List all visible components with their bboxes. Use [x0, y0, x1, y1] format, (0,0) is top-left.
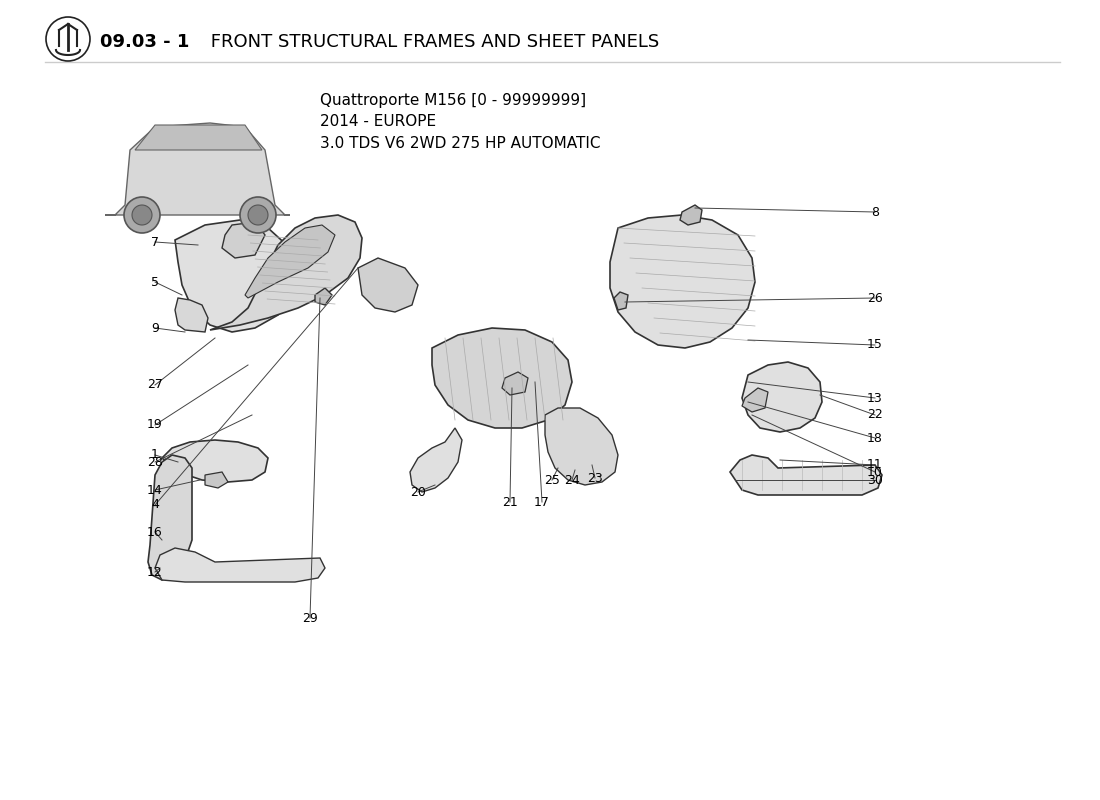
Text: 13: 13 — [867, 391, 883, 405]
Polygon shape — [614, 292, 628, 310]
Polygon shape — [175, 220, 298, 332]
Text: 28: 28 — [147, 455, 163, 469]
Polygon shape — [148, 455, 192, 580]
Polygon shape — [610, 215, 755, 348]
Polygon shape — [502, 372, 528, 395]
Text: 11: 11 — [867, 458, 883, 471]
Polygon shape — [742, 388, 768, 412]
Text: 21: 21 — [502, 495, 518, 509]
Polygon shape — [742, 362, 822, 432]
Polygon shape — [135, 125, 262, 150]
Text: 18: 18 — [867, 431, 883, 445]
Text: 20: 20 — [410, 486, 426, 498]
Circle shape — [132, 205, 152, 225]
Polygon shape — [175, 298, 208, 332]
Text: 4: 4 — [151, 498, 158, 511]
Polygon shape — [730, 455, 882, 495]
Text: 10: 10 — [867, 466, 883, 478]
Circle shape — [248, 205, 268, 225]
Circle shape — [240, 197, 276, 233]
Polygon shape — [155, 548, 324, 582]
Text: 27: 27 — [147, 378, 163, 391]
Text: 9: 9 — [151, 322, 158, 334]
Polygon shape — [315, 288, 332, 305]
Text: 30: 30 — [867, 474, 883, 486]
Polygon shape — [210, 215, 362, 330]
Text: 22: 22 — [867, 409, 883, 422]
Text: 19: 19 — [147, 418, 163, 431]
Text: 7: 7 — [151, 235, 160, 249]
Polygon shape — [162, 440, 268, 482]
Polygon shape — [544, 408, 618, 485]
Polygon shape — [245, 225, 336, 298]
Text: 24: 24 — [564, 474, 580, 486]
Text: 12: 12 — [147, 566, 163, 578]
Text: 5: 5 — [151, 275, 160, 289]
Text: 15: 15 — [867, 338, 883, 351]
Text: 8: 8 — [871, 206, 879, 218]
Polygon shape — [410, 428, 462, 492]
Text: 3.0 TDS V6 2WD 275 HP AUTOMATIC: 3.0 TDS V6 2WD 275 HP AUTOMATIC — [320, 137, 601, 151]
Polygon shape — [222, 222, 265, 258]
Polygon shape — [104, 123, 290, 215]
Text: 26: 26 — [867, 291, 883, 305]
Circle shape — [124, 197, 160, 233]
Polygon shape — [358, 258, 418, 312]
Polygon shape — [432, 328, 572, 428]
Text: 29: 29 — [302, 611, 318, 625]
Text: 16: 16 — [147, 526, 163, 538]
Polygon shape — [205, 472, 228, 488]
Text: 25: 25 — [544, 474, 560, 486]
Text: Quattroporte M156 [0 - 99999999]: Quattroporte M156 [0 - 99999999] — [320, 93, 586, 107]
Text: FRONT STRUCTURAL FRAMES AND SHEET PANELS: FRONT STRUCTURAL FRAMES AND SHEET PANELS — [205, 33, 659, 51]
Text: 1: 1 — [151, 449, 158, 462]
Text: 23: 23 — [587, 471, 603, 485]
Text: 09.03 - 1: 09.03 - 1 — [100, 33, 189, 51]
Text: 17: 17 — [535, 495, 550, 509]
Text: 2014 - EUROPE: 2014 - EUROPE — [320, 114, 436, 130]
Polygon shape — [680, 205, 702, 225]
Text: 14: 14 — [147, 483, 163, 497]
